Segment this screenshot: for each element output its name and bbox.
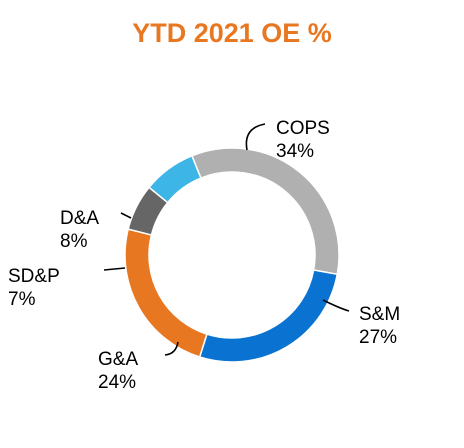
slice-d-a xyxy=(148,154,202,204)
slice-label-cops: COPS xyxy=(276,118,330,139)
slice-value-cops: 34% xyxy=(276,141,314,162)
leader-line-s-m xyxy=(322,299,350,312)
slice-value-g-a: 24% xyxy=(98,372,136,393)
slice-value-s-m: 27% xyxy=(359,327,397,348)
chart-title: YTD 2021 OE % xyxy=(132,18,332,48)
slice-label-s-m: S&M xyxy=(359,304,400,325)
slice-cops xyxy=(190,147,340,276)
slice-label-d-a: D&A xyxy=(60,208,99,229)
leader-line-sd-p xyxy=(103,267,126,271)
slice-value-sd-p: 7% xyxy=(8,289,36,310)
slice-label-sd-p: SD&P xyxy=(8,266,60,287)
slice-value-d-a: 8% xyxy=(60,231,88,252)
slice-label-g-a: G&A xyxy=(98,349,138,370)
leader-line-d-a xyxy=(120,212,132,219)
slice-g-a xyxy=(124,228,208,358)
slice-s-m xyxy=(198,269,339,363)
leader-line-g-a xyxy=(164,341,179,356)
leader-line-cops xyxy=(245,123,266,151)
